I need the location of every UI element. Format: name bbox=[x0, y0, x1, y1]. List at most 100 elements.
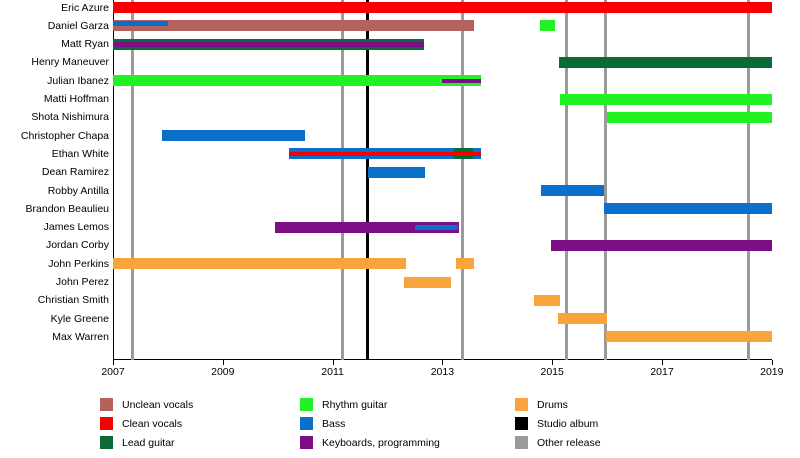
timeline-plot-area: 2007 2009 2011 2013 2015 2017 2019 bbox=[101, 0, 783, 378]
other-release-marker bbox=[131, 0, 135, 360]
studio-album-marker bbox=[365, 0, 369, 360]
member-label: Daniel Garza bbox=[47, 19, 109, 32]
timeline-bar bbox=[606, 331, 772, 343]
y-axis-line bbox=[113, 0, 114, 360]
legend-item-studio-album: Studio album bbox=[515, 415, 601, 432]
timeline-bar bbox=[113, 75, 481, 87]
timeline-bar bbox=[604, 203, 772, 215]
member-label: Kyle Greene bbox=[50, 312, 109, 325]
x-axis-tick-label: 2013 bbox=[430, 366, 455, 378]
timeline-bar bbox=[368, 166, 425, 178]
timeline-bar bbox=[403, 276, 451, 288]
other-release-marker bbox=[565, 0, 569, 360]
legend-label: Other release bbox=[537, 436, 601, 449]
other-release-marker bbox=[747, 0, 751, 360]
member-label-axis: Eric Azure Daniel Garza Matt Ryan Henry Man… bbox=[0, 0, 109, 360]
legend-swatch-icon bbox=[515, 417, 528, 430]
member-label: Matti Hoffman bbox=[43, 93, 109, 105]
x-axis-tick bbox=[332, 360, 334, 365]
member-label: Eric Azure bbox=[61, 1, 109, 14]
timeline-bar bbox=[162, 130, 306, 142]
member-label: Jordan Corby bbox=[45, 239, 109, 252]
legend-label: Keyboards, programming bbox=[322, 436, 440, 449]
legend-label: Bass bbox=[322, 417, 346, 430]
member-label: Henry Maneuver bbox=[31, 56, 109, 69]
x-axis-tick-label: 2017 bbox=[650, 366, 674, 378]
legend-item-bass: Bass bbox=[300, 415, 440, 432]
legend-item-clean-vocals: Clean vocals bbox=[100, 415, 193, 432]
legend-label: Unclean vocals bbox=[122, 398, 194, 411]
legend-label: Lead guitar bbox=[122, 436, 175, 449]
legend-item-lead-guitar: Lead guitar bbox=[100, 434, 193, 451]
member-label: Matt Ryan bbox=[61, 38, 109, 51]
legend-item-rhythm-guitar: Rhythm guitar bbox=[300, 396, 440, 413]
chart-legend: Unclean vocals Clean vocals Lead guitar Rhy… bbox=[0, 396, 800, 458]
timeline-bar bbox=[113, 20, 168, 26]
member-label: Robby Antilla bbox=[47, 184, 109, 197]
x-axis-tick-label: 2019 bbox=[760, 366, 784, 378]
timeline-bar bbox=[113, 42, 424, 47]
x-axis-tick bbox=[113, 360, 114, 365]
other-release-marker bbox=[340, 0, 344, 360]
legend-label: Studio album bbox=[537, 417, 599, 430]
timeline-bar bbox=[113, 20, 475, 32]
legend-item-drums: Drums bbox=[515, 396, 601, 413]
legend-swatch-icon bbox=[515, 436, 528, 449]
timeline-bar bbox=[534, 294, 561, 306]
member-label: Brandon Beaulieu bbox=[25, 202, 109, 215]
timeline-bar bbox=[541, 185, 605, 196]
timeline-bar bbox=[288, 151, 481, 157]
x-axis-line bbox=[113, 359, 772, 360]
x-axis-tick bbox=[552, 360, 554, 365]
timeline-bar bbox=[442, 78, 481, 84]
x-axis-tick-label: 2007 bbox=[101, 366, 125, 378]
legend-swatch-icon bbox=[515, 398, 528, 411]
x-axis-tick bbox=[222, 360, 224, 365]
x-axis-tick bbox=[442, 360, 444, 365]
member-label: Dean Ramirez bbox=[41, 166, 109, 179]
legend-column: Unclean vocals Clean vocals Lead guitar bbox=[100, 396, 193, 453]
timeline-bar bbox=[113, 258, 406, 270]
member-label: Ethan White bbox=[51, 147, 109, 160]
member-label: Shota Nishimura bbox=[31, 111, 109, 124]
member-label: John Perkins bbox=[48, 257, 109, 270]
legend-column: Drums Studio album Other release bbox=[515, 396, 601, 453]
legend-swatch-icon bbox=[100, 436, 113, 449]
timeline-bar bbox=[414, 225, 458, 230]
legend-label: Clean vocals bbox=[122, 417, 183, 430]
x-axis-tick bbox=[662, 360, 663, 365]
legend-item-keyboards-programming: Keyboards, programming bbox=[300, 434, 440, 451]
timeline-bar bbox=[274, 221, 459, 233]
timeline-bar bbox=[551, 239, 772, 251]
legend-swatch-icon bbox=[100, 417, 113, 430]
timeline-bar bbox=[559, 56, 772, 68]
x-axis-tick-label: 2011 bbox=[321, 366, 344, 378]
legend-swatch-icon bbox=[300, 398, 313, 411]
member-label: Julian Ibanez bbox=[47, 74, 109, 87]
timeline-bar bbox=[456, 258, 475, 270]
legend-swatch-icon bbox=[300, 417, 313, 430]
x-axis-tick-label: 2015 bbox=[540, 366, 564, 378]
member-label: Christian Smith bbox=[37, 294, 109, 307]
x-axis-tick-label: 2009 bbox=[211, 366, 235, 378]
legend-item-other-release: Other release bbox=[515, 434, 601, 451]
timeline-bar bbox=[557, 313, 608, 325]
timeline-bar bbox=[113, 2, 772, 13]
timeline-bar bbox=[607, 111, 772, 123]
member-label: John Perez bbox=[55, 276, 109, 288]
member-label: Max Warren bbox=[52, 330, 109, 343]
legend-label: Drums bbox=[537, 398, 568, 411]
legend-item-unclean-vocals: Unclean vocals bbox=[100, 396, 193, 413]
timeline-bar bbox=[560, 93, 772, 105]
member-label: Christopher Chapa bbox=[20, 129, 109, 142]
x-axis-tick bbox=[771, 360, 773, 365]
timeline-bar bbox=[454, 151, 473, 157]
legend-swatch-icon bbox=[300, 436, 313, 449]
member-label: James Lemos bbox=[43, 221, 109, 234]
legend-swatch-icon bbox=[100, 398, 113, 411]
other-release-marker bbox=[603, 0, 607, 360]
other-release-marker bbox=[461, 0, 465, 360]
timeline-bar bbox=[540, 20, 555, 32]
legend-label: Rhythm guitar bbox=[322, 398, 388, 411]
